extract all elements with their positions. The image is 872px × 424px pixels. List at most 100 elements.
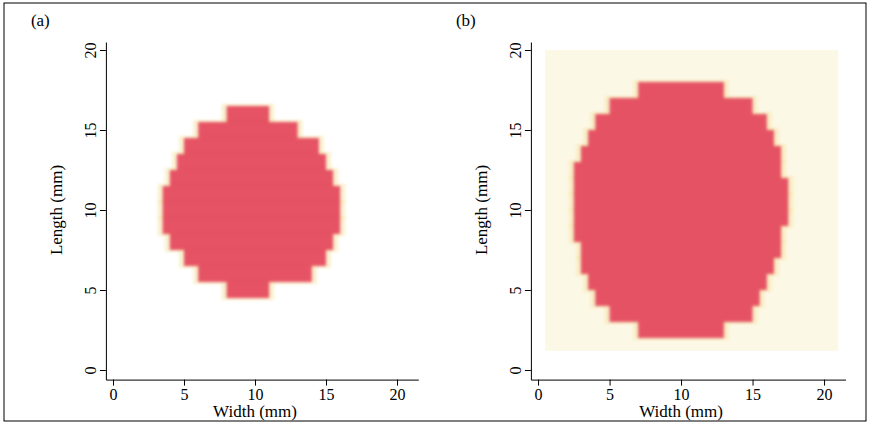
plot-area	[545, 50, 838, 351]
stain-row	[198, 122, 297, 138]
y-tick-label: 20	[82, 43, 99, 59]
stain-row	[581, 146, 781, 162]
stain-row	[177, 154, 326, 170]
stain-row	[595, 290, 759, 306]
y-tick-mark	[525, 290, 531, 291]
stain-row	[638, 82, 724, 98]
figure-frame	[4, 3, 866, 421]
stain-halo-row	[158, 216, 346, 236]
stain-halo-row	[193, 264, 317, 284]
stain-halo-row	[576, 144, 786, 164]
stain-row	[574, 162, 781, 178]
x-tick-mark	[681, 380, 682, 386]
x-axis-title: Width (mm)	[639, 402, 723, 421]
stain-halo-row	[179, 136, 324, 156]
figure: 0510152005101520Width (mm)Length (mm)(a)…	[0, 0, 872, 424]
stain-halo-row	[590, 112, 772, 132]
x-axis-title: Width (mm)	[213, 402, 297, 421]
x-tick-mark	[326, 380, 327, 386]
x-tick-label: 5	[181, 386, 189, 403]
y-tick-mark	[100, 210, 106, 211]
stain-halo-row	[165, 232, 338, 252]
y-tick-mark	[525, 50, 531, 51]
stain-halo-row	[222, 280, 275, 300]
stain-row	[163, 218, 341, 234]
y-tick-mark	[100, 50, 106, 51]
stain-halo-row	[569, 208, 794, 228]
stain	[574, 82, 789, 338]
stain-row	[170, 234, 333, 250]
stain-halo-row	[590, 288, 764, 308]
x-tick-mark	[538, 380, 539, 386]
stain-row	[184, 138, 319, 154]
x-tick: 10	[248, 380, 264, 403]
x-axis-line	[106, 380, 418, 381]
stain-row	[588, 130, 774, 146]
stain-halo-row	[158, 184, 346, 204]
y-axis-title: Length (mm)	[472, 165, 491, 255]
y-axis: 05101520	[82, 43, 107, 381]
stain-halo-row	[179, 248, 331, 268]
stain-halo-row	[605, 304, 758, 324]
stain-row	[638, 322, 724, 338]
stain-row	[574, 194, 789, 210]
y-tick: 5	[82, 287, 106, 295]
y-tick: 20	[507, 43, 531, 59]
stain-row	[170, 170, 333, 186]
x-tick-label: 20	[817, 386, 833, 403]
x-tick-label: 20	[390, 386, 406, 403]
y-tick-mark	[100, 130, 106, 131]
stain-halo-row	[569, 160, 786, 180]
stain-row	[610, 98, 753, 114]
x-tick: 15	[745, 380, 761, 403]
stain-halo-row	[172, 152, 331, 172]
x-tick: 20	[390, 380, 406, 403]
stain-halo-row	[583, 128, 779, 148]
stain-halo-row	[193, 120, 302, 140]
x-tick: 15	[319, 380, 335, 403]
y-tick: 15	[507, 123, 531, 139]
y-tick: 5	[507, 287, 531, 295]
x-tick-label: 10	[248, 386, 264, 403]
y-axis: 05101520	[507, 43, 532, 381]
x-axis-line	[531, 380, 846, 381]
stain-row	[227, 282, 270, 298]
y-tick-mark	[525, 130, 531, 131]
x-tick: 20	[817, 380, 833, 403]
stain-row	[574, 226, 781, 242]
x-axis: 0 5 10 15 20	[106, 380, 418, 403]
stain-row	[574, 178, 789, 194]
x-tick: 5	[606, 380, 614, 403]
x-tick-mark	[824, 380, 825, 386]
y-axis-line	[531, 43, 532, 381]
plot-area	[158, 104, 346, 300]
y-axis-title: Length (mm)	[47, 165, 66, 255]
x-tick-label: 0	[110, 386, 118, 403]
y-tick-label: 10	[82, 203, 99, 219]
x-tick-label: 15	[745, 386, 761, 403]
x-tick: 0	[535, 380, 543, 403]
stain-row	[588, 274, 767, 290]
stain-halo-row	[569, 224, 786, 244]
stain-halo-row	[222, 104, 275, 124]
y-tick-mark	[100, 290, 106, 291]
stain-halo	[158, 104, 346, 300]
stain-row	[581, 242, 781, 258]
image-background	[545, 50, 838, 351]
x-tick-label: 5	[606, 386, 614, 403]
stain-halo	[569, 80, 794, 340]
y-tick-label: 0	[82, 367, 99, 375]
panel: 0510152005101520Width (mm)Length (mm)(a)	[31, 11, 419, 421]
stain	[163, 106, 341, 298]
stain-row	[227, 106, 270, 122]
y-tick-label: 5	[507, 287, 524, 295]
x-tick-mark	[753, 380, 754, 386]
y-tick: 10	[82, 203, 106, 219]
x-tick-label: 0	[535, 386, 543, 403]
stain-row	[198, 266, 312, 282]
stain-halo-row	[583, 272, 772, 292]
x-tick-mark	[113, 380, 114, 386]
stain-halo-row	[605, 96, 758, 116]
y-tick-mark	[100, 370, 106, 371]
stain-halo-row	[165, 168, 338, 188]
